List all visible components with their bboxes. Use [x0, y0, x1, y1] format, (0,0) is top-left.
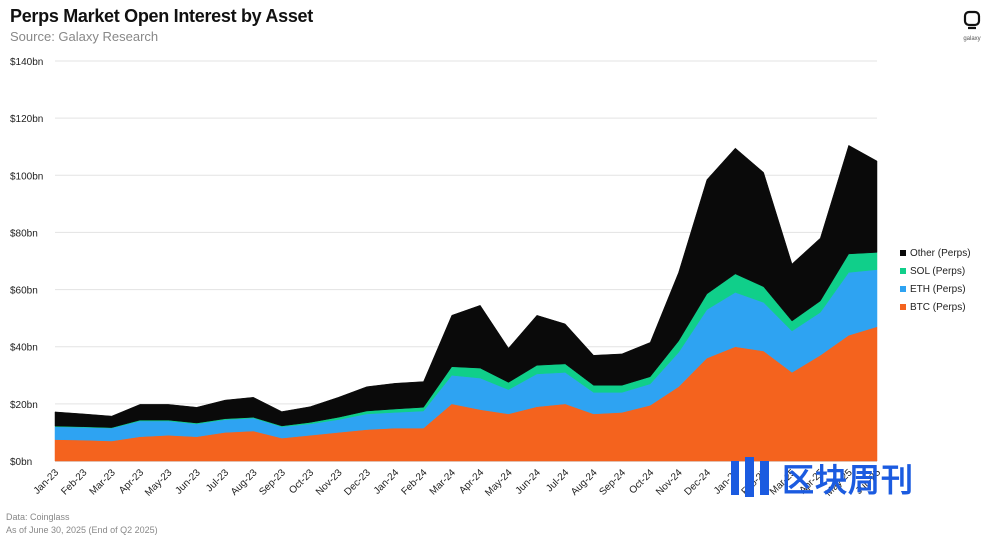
x-tick-label: Oct-23	[287, 467, 316, 496]
legend-label: ETH (Perps)	[910, 283, 966, 295]
y-tick-label: $0bn	[10, 457, 32, 468]
y-tick-label: $20bn	[10, 400, 38, 411]
legend-label: Other (Perps)	[910, 247, 971, 259]
x-tick-label: Feb-23	[59, 467, 89, 497]
legend-item-sol: SOL (Perps)	[900, 262, 971, 280]
legend-item-eth: ETH (Perps)	[900, 280, 971, 298]
legend-swatch	[900, 304, 906, 310]
x-tick-label: Sep-24	[597, 467, 628, 498]
x-tick-label: May-24	[483, 467, 515, 499]
galaxy-logo: galaxy	[958, 10, 986, 42]
y-tick-label: $120bn	[10, 114, 43, 125]
y-tick-label: $80bn	[10, 228, 38, 239]
x-tick-label: Jan-24	[372, 467, 402, 497]
x-tick-label: Nov-24	[654, 467, 685, 498]
x-tick-label: Aug-24	[569, 467, 600, 498]
series-area-other	[54, 144, 878, 428]
y-tick-label: $60bn	[10, 286, 38, 297]
legend-swatch	[900, 268, 906, 274]
legend-label: BTC (Perps)	[910, 301, 966, 313]
legend-swatch	[900, 250, 906, 256]
legend-item-btc: BTC (Perps)	[900, 298, 971, 316]
x-tick-label: Apr-23	[117, 467, 146, 496]
as-of-note: As of June 30, 2025 (End of Q2 2025)	[6, 525, 158, 535]
x-tick-label: Jun-24	[514, 467, 544, 497]
watermark: 区块周刊	[728, 455, 914, 501]
x-tick-label: May-23	[143, 467, 175, 499]
x-tick-label: Sep-23	[257, 467, 288, 498]
y-tick-label: $100bn	[10, 171, 43, 182]
x-tick-label: Jan-23	[32, 467, 62, 497]
x-tick-label: Mar-23	[88, 467, 118, 497]
x-tick-label: Jun-23	[173, 467, 203, 497]
legend-label: SOL (Perps)	[910, 265, 966, 277]
chart-title: Perps Market Open Interest by Asset	[10, 6, 313, 26]
chart-subtitle: Source: Galaxy Research	[10, 29, 159, 44]
x-tick-label: Oct-24	[627, 467, 656, 496]
x-tick-label: Feb-24	[399, 467, 429, 497]
legend-item-other: Other (Perps)	[900, 244, 971, 262]
watermark-text: 区块周刊	[782, 462, 915, 498]
galaxy-logo-text: galaxy	[963, 36, 981, 42]
chart-areas	[54, 144, 878, 462]
y-tick-label: $140bn	[10, 57, 43, 68]
x-tick-label: Apr-24	[457, 467, 486, 496]
data-source-note: Data: Coinglass	[6, 512, 70, 522]
y-tick-label: $40bn	[10, 343, 38, 354]
x-tick-label: Dec-24	[682, 467, 713, 498]
watermark-logo-icon	[731, 457, 769, 497]
x-tick-label: Dec-23	[342, 467, 373, 498]
x-tick-label: Jul-23	[204, 467, 231, 494]
x-tick-label: Jul-24	[544, 467, 571, 494]
y-axis: $0bn $20bn $40bn $60bn $80bn $100bn $120bn $140…	[10, 57, 43, 468]
chart-legend: Other (Perps) SOL (Perps) ETH (Perps) BTC (…	[900, 244, 971, 316]
x-tick-label: Nov-23	[314, 467, 345, 498]
legend-swatch	[900, 286, 906, 292]
x-tick-label: Mar-24	[428, 467, 458, 497]
galaxy-logo-icon	[963, 10, 981, 30]
x-tick-label: Aug-23	[229, 467, 260, 498]
